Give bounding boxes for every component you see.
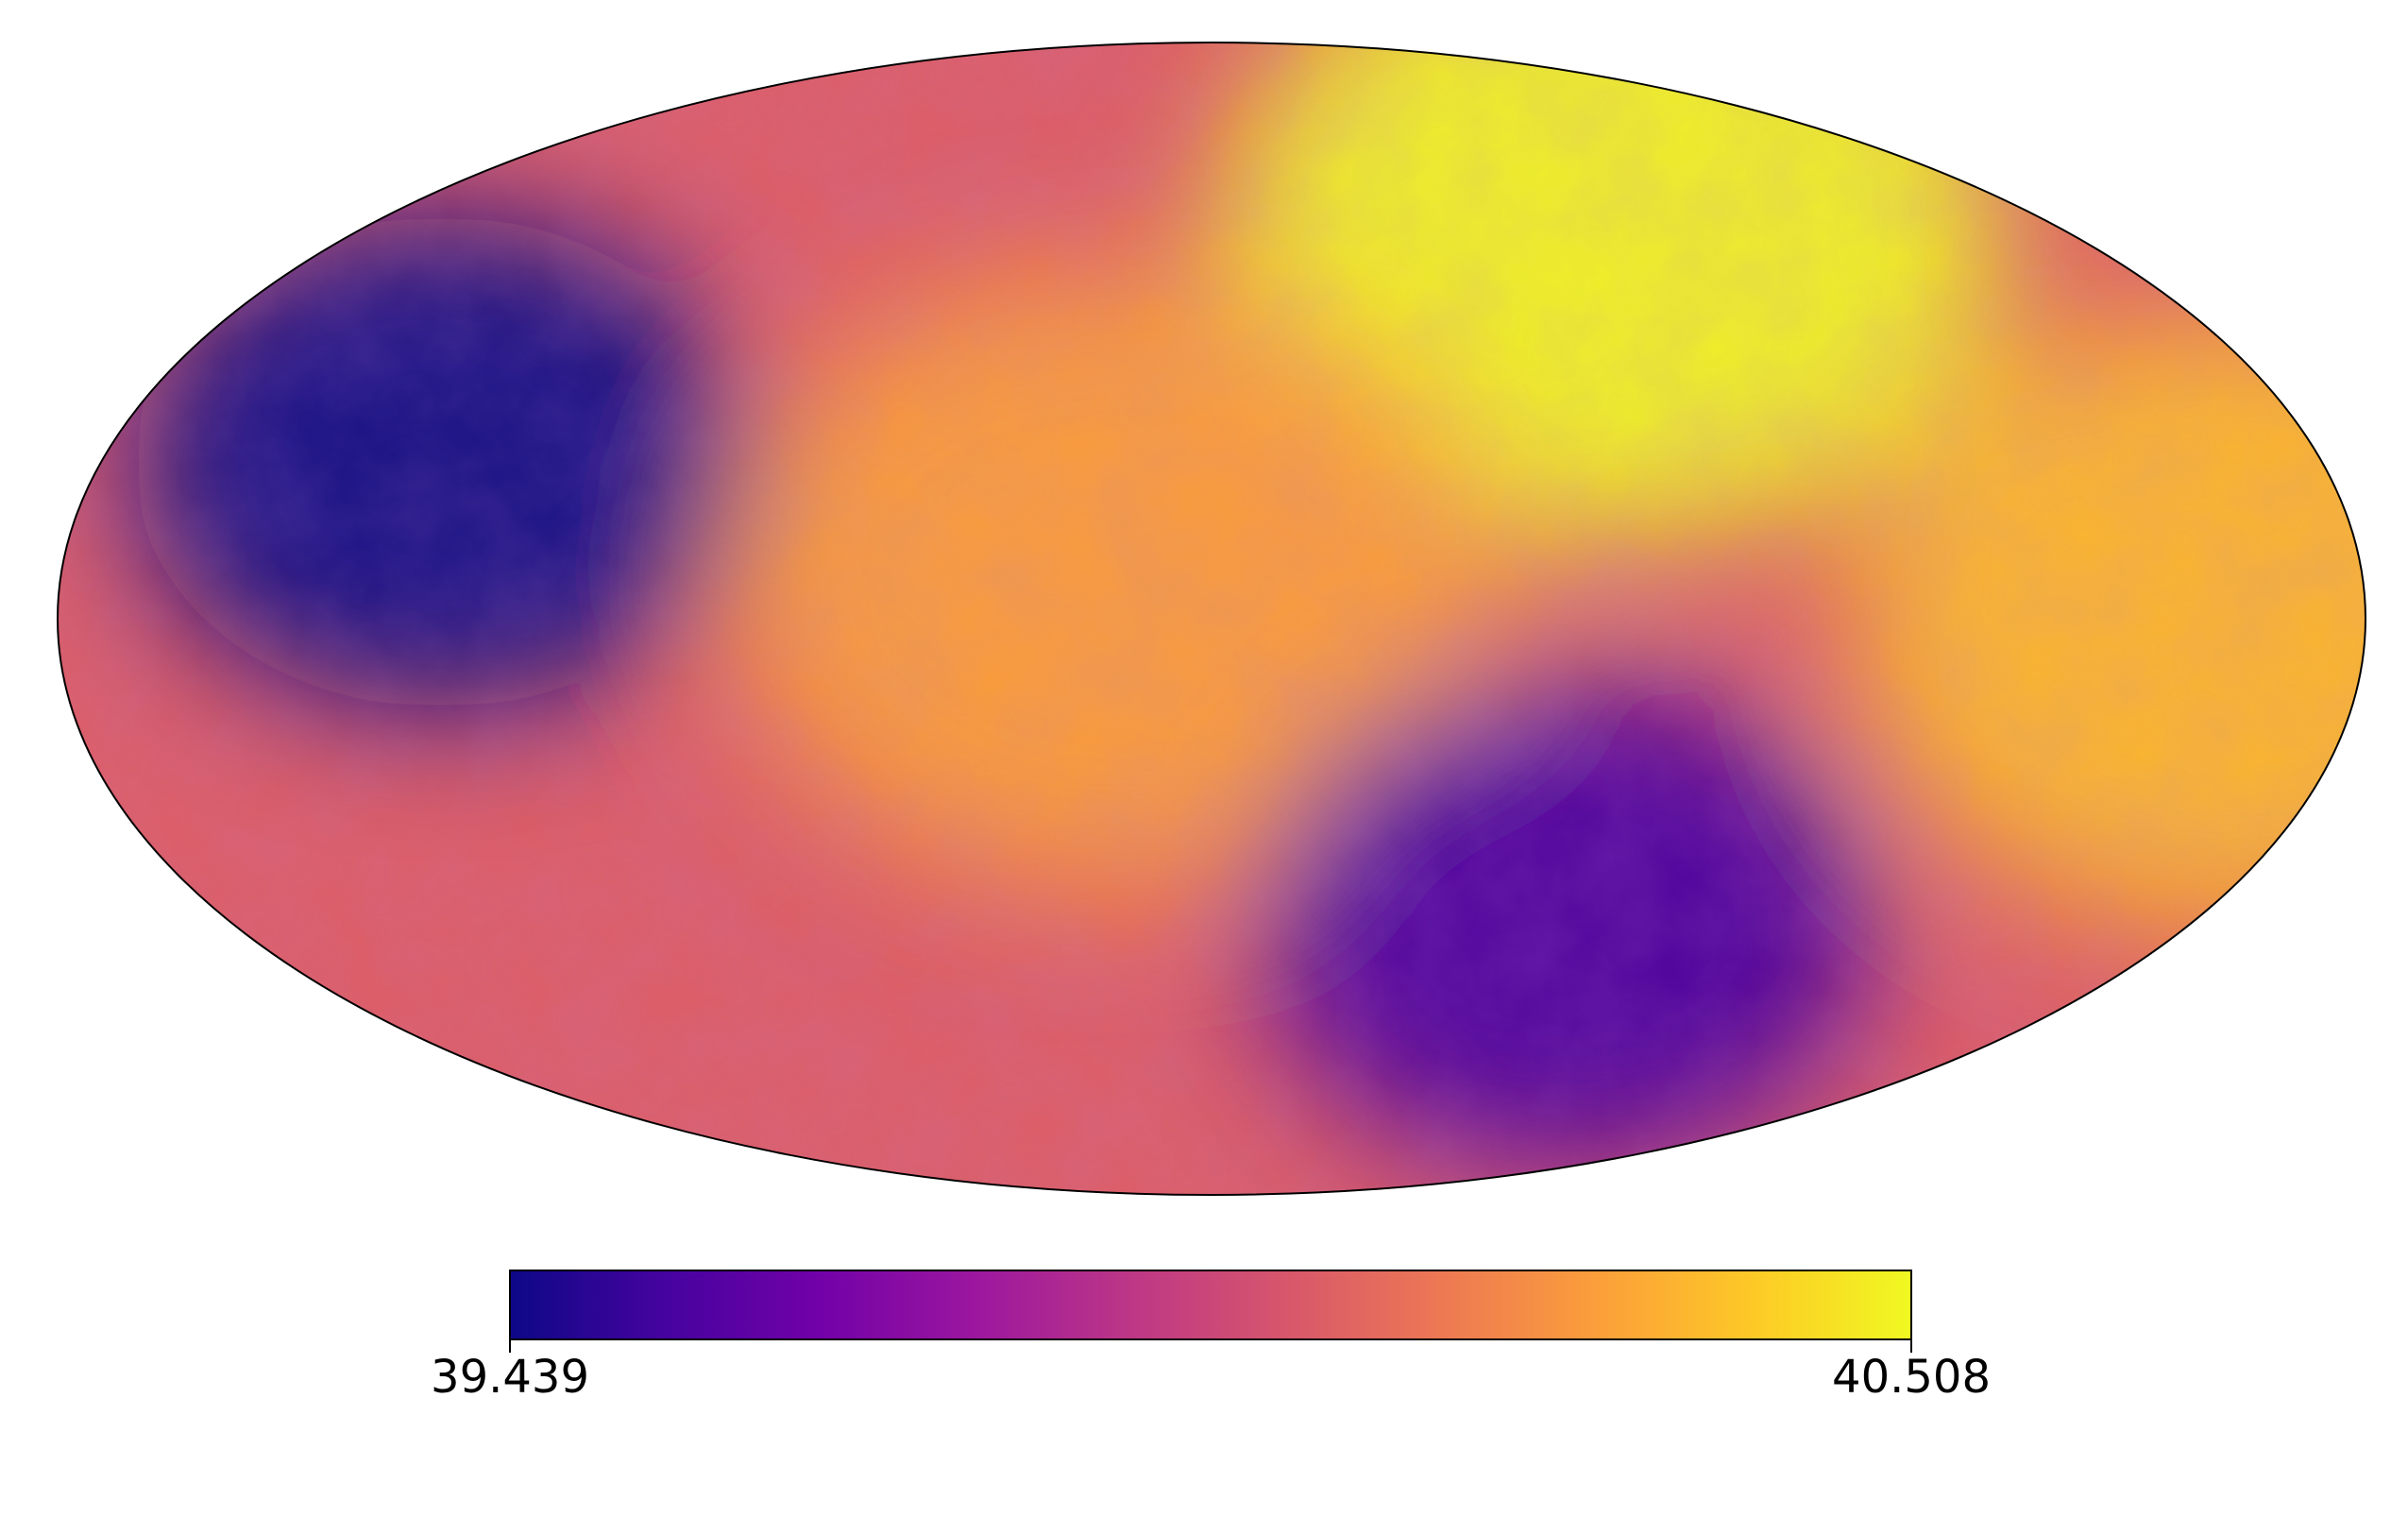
colorbar-gradient <box>509 1270 1912 1340</box>
colorbar <box>509 1270 1912 1353</box>
mollweide-map <box>57 42 2366 1196</box>
colorbar-min-label: 39.439 <box>431 1351 589 1404</box>
map-texture <box>58 43 2366 1195</box>
map-outline <box>57 42 2366 1196</box>
colorbar-max-label: 40.508 <box>1832 1351 1991 1404</box>
